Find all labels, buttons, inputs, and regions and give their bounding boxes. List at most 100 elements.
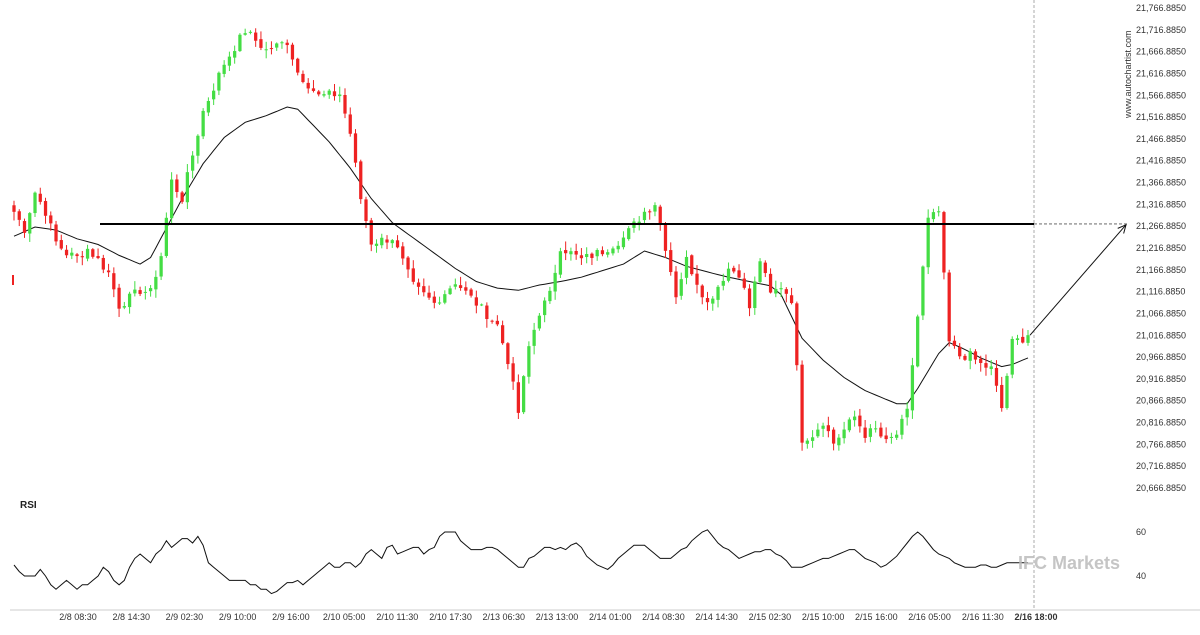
- candle-body: [968, 351, 972, 361]
- candle-body: [138, 290, 142, 294]
- price-tick-label: 20,866.8850: [1136, 396, 1186, 406]
- candle-body: [863, 427, 867, 438]
- candle-body: [521, 376, 526, 413]
- candle-body: [243, 33, 247, 35]
- candle-body: [768, 273, 773, 293]
- candle-body: [164, 217, 168, 256]
- candle-body: [285, 42, 289, 46]
- candle-body: [364, 199, 368, 222]
- price-tick-label: 20,916.8850: [1136, 374, 1186, 384]
- candle-body: [821, 425, 825, 429]
- candle-body: [847, 419, 851, 431]
- candle-body: [642, 211, 647, 221]
- x-tick-label: 2/14 14:30: [695, 612, 738, 622]
- x-tick-label: 2/9 16:00: [272, 612, 310, 622]
- price-tick-label: 21,416.8850: [1136, 156, 1186, 166]
- candle-body: [1000, 384, 1004, 409]
- candle-body: [17, 211, 21, 220]
- candle-body: [275, 43, 279, 48]
- x-tick-label: 2/14 08:30: [642, 612, 685, 622]
- candle-body: [38, 193, 42, 202]
- candle-body: [359, 161, 363, 200]
- rsi-tick-label: 40: [1136, 571, 1146, 581]
- candle-body: [700, 285, 704, 298]
- candle-body: [637, 221, 641, 223]
- price-tick-label: 20,966.8850: [1136, 352, 1186, 362]
- candle-body: [874, 428, 878, 430]
- rsi-line: [13, 529, 1028, 595]
- candle-body: [690, 255, 694, 275]
- candle-body: [679, 279, 683, 296]
- price-tick-label: 21,316.8850: [1136, 199, 1186, 209]
- candle-body: [653, 205, 657, 212]
- candle-body: [753, 281, 757, 309]
- candle-body: [416, 282, 421, 287]
- candle-body: [805, 440, 809, 444]
- candle-body: [269, 48, 274, 50]
- candle-body: [248, 31, 253, 33]
- candle-body: [495, 320, 499, 325]
- candle-body: [159, 256, 163, 277]
- candle-body: [579, 255, 584, 259]
- candle-body: [721, 280, 725, 286]
- candle-body: [117, 287, 121, 309]
- candle-body: [233, 51, 237, 58]
- x-tick-label: 2/8 08:30: [59, 612, 97, 622]
- candle-body: [837, 437, 841, 446]
- candle-body: [369, 220, 373, 245]
- candle-body: [989, 366, 993, 370]
- x-tick-label: 2/10 05:00: [323, 612, 366, 622]
- candle-body: [432, 296, 436, 303]
- candle-body: [1021, 336, 1025, 343]
- candle-body: [196, 135, 200, 156]
- candle-body: [569, 251, 573, 255]
- left-edge-marker: [12, 275, 14, 285]
- candle-body: [353, 133, 358, 163]
- price-tick-label: 20,666.8850: [1136, 483, 1186, 493]
- candle-body: [889, 436, 894, 438]
- price-tick-label: 21,566.8850: [1136, 90, 1186, 100]
- candle-body: [758, 261, 762, 282]
- candle-body: [385, 239, 389, 243]
- candle-body: [663, 224, 668, 251]
- candle-body: [726, 268, 731, 281]
- candle-body: [106, 270, 111, 273]
- candle-body: [443, 294, 447, 303]
- candle-body: [537, 315, 542, 329]
- candle-body: [469, 289, 473, 296]
- candle-body: [222, 64, 226, 74]
- candle-body: [306, 82, 310, 89]
- candle-body: [290, 44, 295, 60]
- candle-body: [910, 365, 915, 411]
- candle-body: [658, 206, 662, 225]
- candle-body: [395, 240, 400, 248]
- x-tick-label: 2/16 05:00: [908, 612, 951, 622]
- candle-body: [148, 288, 153, 292]
- rsi-tick-label: 60: [1136, 527, 1146, 537]
- candle-body: [1026, 335, 1030, 343]
- candle-body: [543, 300, 547, 316]
- price-tick-label: 21,466.8850: [1136, 134, 1186, 144]
- x-tick-label: 2/15 16:00: [855, 612, 898, 622]
- candle-body: [453, 284, 457, 287]
- candle-body: [343, 95, 347, 114]
- candle-body: [926, 217, 930, 268]
- candle-body: [206, 100, 211, 113]
- candle-body: [201, 110, 205, 137]
- candle-body: [143, 291, 147, 293]
- candle-body: [774, 288, 778, 294]
- price-tick-label: 20,816.8850: [1136, 418, 1186, 428]
- candle-body: [311, 88, 316, 91]
- candle-body: [22, 221, 27, 233]
- candle-body: [380, 237, 384, 246]
- candle-body: [705, 298, 710, 303]
- brand-watermark: IFC Markets: [1018, 553, 1120, 573]
- candle-body: [28, 213, 32, 234]
- x-tick-label: 2/15 10:00: [802, 612, 845, 622]
- candle-body: [401, 246, 405, 259]
- candle-body: [947, 272, 951, 342]
- candle-body: [937, 211, 941, 213]
- x-tick-label: 2/14 01:00: [589, 612, 632, 622]
- candle-body: [12, 205, 16, 212]
- candle-body: [716, 286, 720, 300]
